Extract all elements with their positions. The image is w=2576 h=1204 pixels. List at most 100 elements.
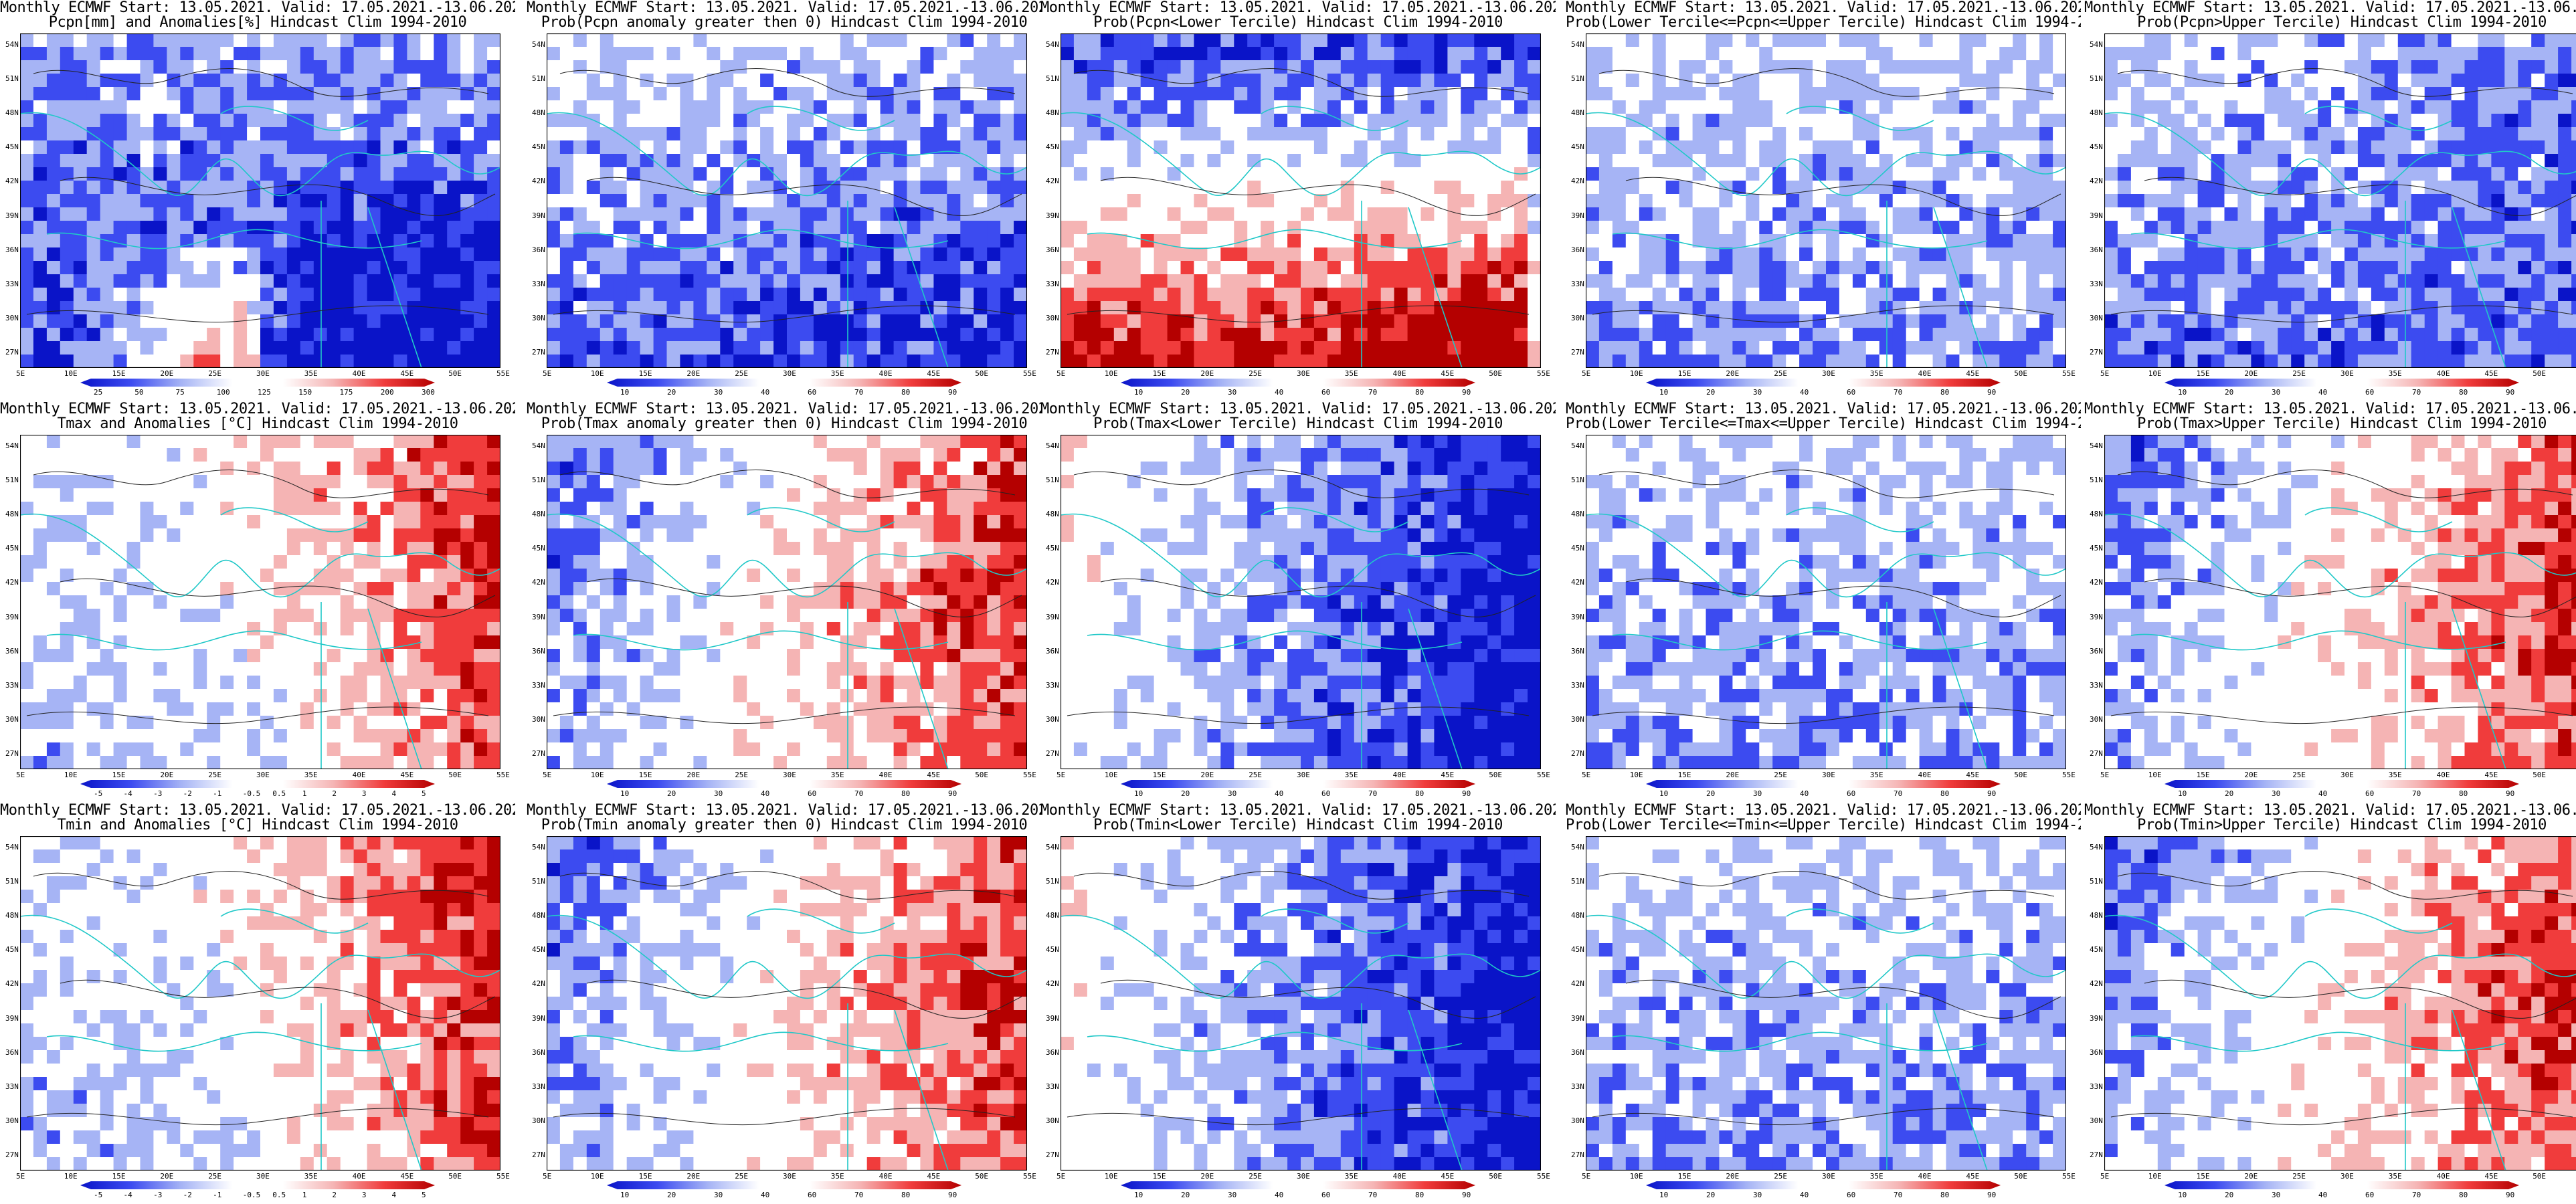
coastline	[547, 908, 1027, 1171]
longitude-label: 15E	[112, 369, 126, 378]
latitude-label: 51N	[1046, 476, 1059, 485]
latitude-label: 48N	[532, 510, 545, 519]
latitude-label: 30N	[1046, 313, 1059, 322]
longitude-label: 55E	[1023, 771, 1036, 779]
colorbar-tick-label: 90	[2506, 1191, 2515, 1199]
colorbar-gradient	[1646, 780, 2001, 788]
latitude-label: 48N	[1571, 510, 1584, 519]
longitude-label: 25E	[2292, 771, 2306, 779]
longitude-label: 25E	[1774, 771, 1788, 779]
panel-title-line2: Tmax and Anomalies [°C] Hindcast Clim 19…	[57, 415, 458, 432]
latitude-label: 30N	[532, 714, 545, 724]
colorbar-tick-label: 60	[1321, 388, 1331, 397]
longitude-label: 20E	[1200, 369, 1214, 378]
colorbar-gradient	[1646, 379, 2001, 387]
longitude-label: 40E	[1392, 771, 1406, 779]
longitude-label: 20E	[686, 1172, 701, 1181]
colorbar-tick-label: 30	[714, 388, 723, 397]
longitude-label: 45E	[1441, 369, 1455, 378]
latitude-label: 51N	[1571, 74, 1584, 84]
latitude-label: 51N	[1571, 476, 1584, 485]
contour-lines	[553, 871, 1022, 1126]
latitude-label: 39N	[1046, 612, 1059, 621]
longitude-label: 50E	[2533, 369, 2547, 378]
map-frame	[20, 435, 500, 769]
longitude-label: 55E	[1537, 1172, 1550, 1181]
contour-lines	[26, 871, 496, 1126]
longitude-label: 25E	[1249, 1172, 1263, 1181]
colorbar-tick-label: 40	[761, 1191, 770, 1199]
contour-lines	[1067, 871, 1536, 1126]
longitude-label: 40E	[352, 369, 366, 378]
contour-lines	[26, 470, 496, 724]
longitude-label: 35E	[1869, 369, 1883, 378]
latitude-label: 33N	[2090, 1082, 2103, 1091]
latitude-label: 30N	[532, 313, 545, 322]
longitude-label: 25E	[1249, 771, 1263, 779]
colorbar-tick-label: 90	[1987, 1191, 1997, 1199]
longitude-label: 30E	[256, 771, 270, 779]
colorbar-gradient	[2165, 780, 2519, 788]
latitude-label: 30N	[532, 1116, 545, 1125]
latitude-label: 51N	[1046, 74, 1059, 84]
longitude-label: 20E	[2244, 771, 2258, 779]
colorbar-tick-label: 175	[339, 388, 353, 397]
longitude-label: 40E	[352, 771, 366, 779]
latitude-label: 54N	[532, 40, 545, 49]
latitude-label: 36N	[5, 245, 19, 254]
latitude-label: 33N	[1571, 680, 1584, 690]
latitude-label: 51N	[532, 877, 545, 886]
latitude-label: 51N	[2090, 74, 2103, 84]
longitude-label: 55E	[496, 771, 510, 779]
panel-title-line2: Prob(Tmin<Lower Tercile) Hindcast Clim 1…	[1093, 817, 1503, 833]
longitude-label: 5E	[2100, 369, 2110, 378]
latitude-label: 30N	[5, 714, 19, 724]
map-field	[1061, 435, 1541, 769]
colorbar-tick-label: 30	[1228, 789, 1237, 798]
longitude-label: 35E	[1869, 1172, 1883, 1181]
longitude-label: 25E	[1249, 369, 1263, 378]
latitude-label: 54N	[2090, 843, 2103, 851]
longitude-label: 40E	[1918, 369, 1932, 378]
latitude-label: 33N	[1046, 1082, 1059, 1091]
colorbar-gradient	[80, 379, 435, 387]
panel-title-line1: Monthly ECMWF Start: 13.05.2021. Valid: …	[0, 803, 515, 819]
colorbar-tick-label: 40	[1800, 388, 1809, 397]
latitude-label: 39N	[2090, 1013, 2103, 1023]
longitude-label: 40E	[2436, 369, 2450, 378]
latitude-label: 51N	[5, 476, 19, 485]
longitude-label: 35E	[2388, 771, 2402, 779]
panel-title-line1: Monthly ECMWF Start: 13.05.2021. Valid: …	[1040, 803, 1556, 819]
longitude-label: 20E	[1726, 369, 1740, 378]
longitude-label: 35E	[304, 771, 318, 779]
longitude-label: 45E	[1966, 369, 1980, 378]
colorbar-tick-label: 10	[2178, 789, 2187, 798]
map-frame	[547, 33, 1027, 368]
latitude-label: 30N	[5, 313, 19, 322]
longitude-label: 55E	[2062, 1172, 2076, 1181]
panel-title-line1: Monthly ECMWF Start: 13.05.2021. Valid: …	[2084, 401, 2576, 417]
latitude-label: 27N	[532, 749, 545, 758]
colorbar-tick-label: 20	[2225, 1191, 2234, 1199]
longitude-label: 5E	[1056, 369, 1066, 378]
latitude-label: 27N	[1571, 749, 1584, 758]
longitude-label: 45E	[1441, 771, 1455, 779]
latitude-label: 39N	[1046, 211, 1059, 220]
colorbar-tick-label: 90	[1987, 789, 1997, 798]
longitude-label: 40E	[879, 369, 893, 378]
panel-title-line2: Pcpn[mm] and Anomalies[%] Hindcast Clim …	[48, 14, 467, 31]
panel-title-line1: Monthly ECMWF Start: 13.05.2021. Valid: …	[2084, 0, 2576, 16]
longitude-label: 40E	[879, 771, 893, 779]
panel-title-line2: Prob(Tmax>Upper Tercile) Hindcast Clim 1…	[2137, 415, 2547, 432]
latitude-label: 54N	[1046, 441, 1059, 450]
longitude-label: 10E	[1629, 771, 1643, 779]
longitude-label: 45E	[2484, 369, 2498, 378]
colorbar-tick-label: 125	[258, 388, 271, 397]
colorbar-tick-label: 80	[1940, 789, 1950, 798]
longitude-label: 40E	[1918, 1172, 1932, 1181]
latitude-label: 51N	[5, 74, 19, 84]
colorbar-tick-label: 4	[391, 1191, 397, 1199]
latitude-label: 30N	[2090, 1116, 2103, 1125]
colorbar-tick-label: 90	[948, 1191, 957, 1199]
longitude-label: 55E	[496, 1172, 510, 1181]
